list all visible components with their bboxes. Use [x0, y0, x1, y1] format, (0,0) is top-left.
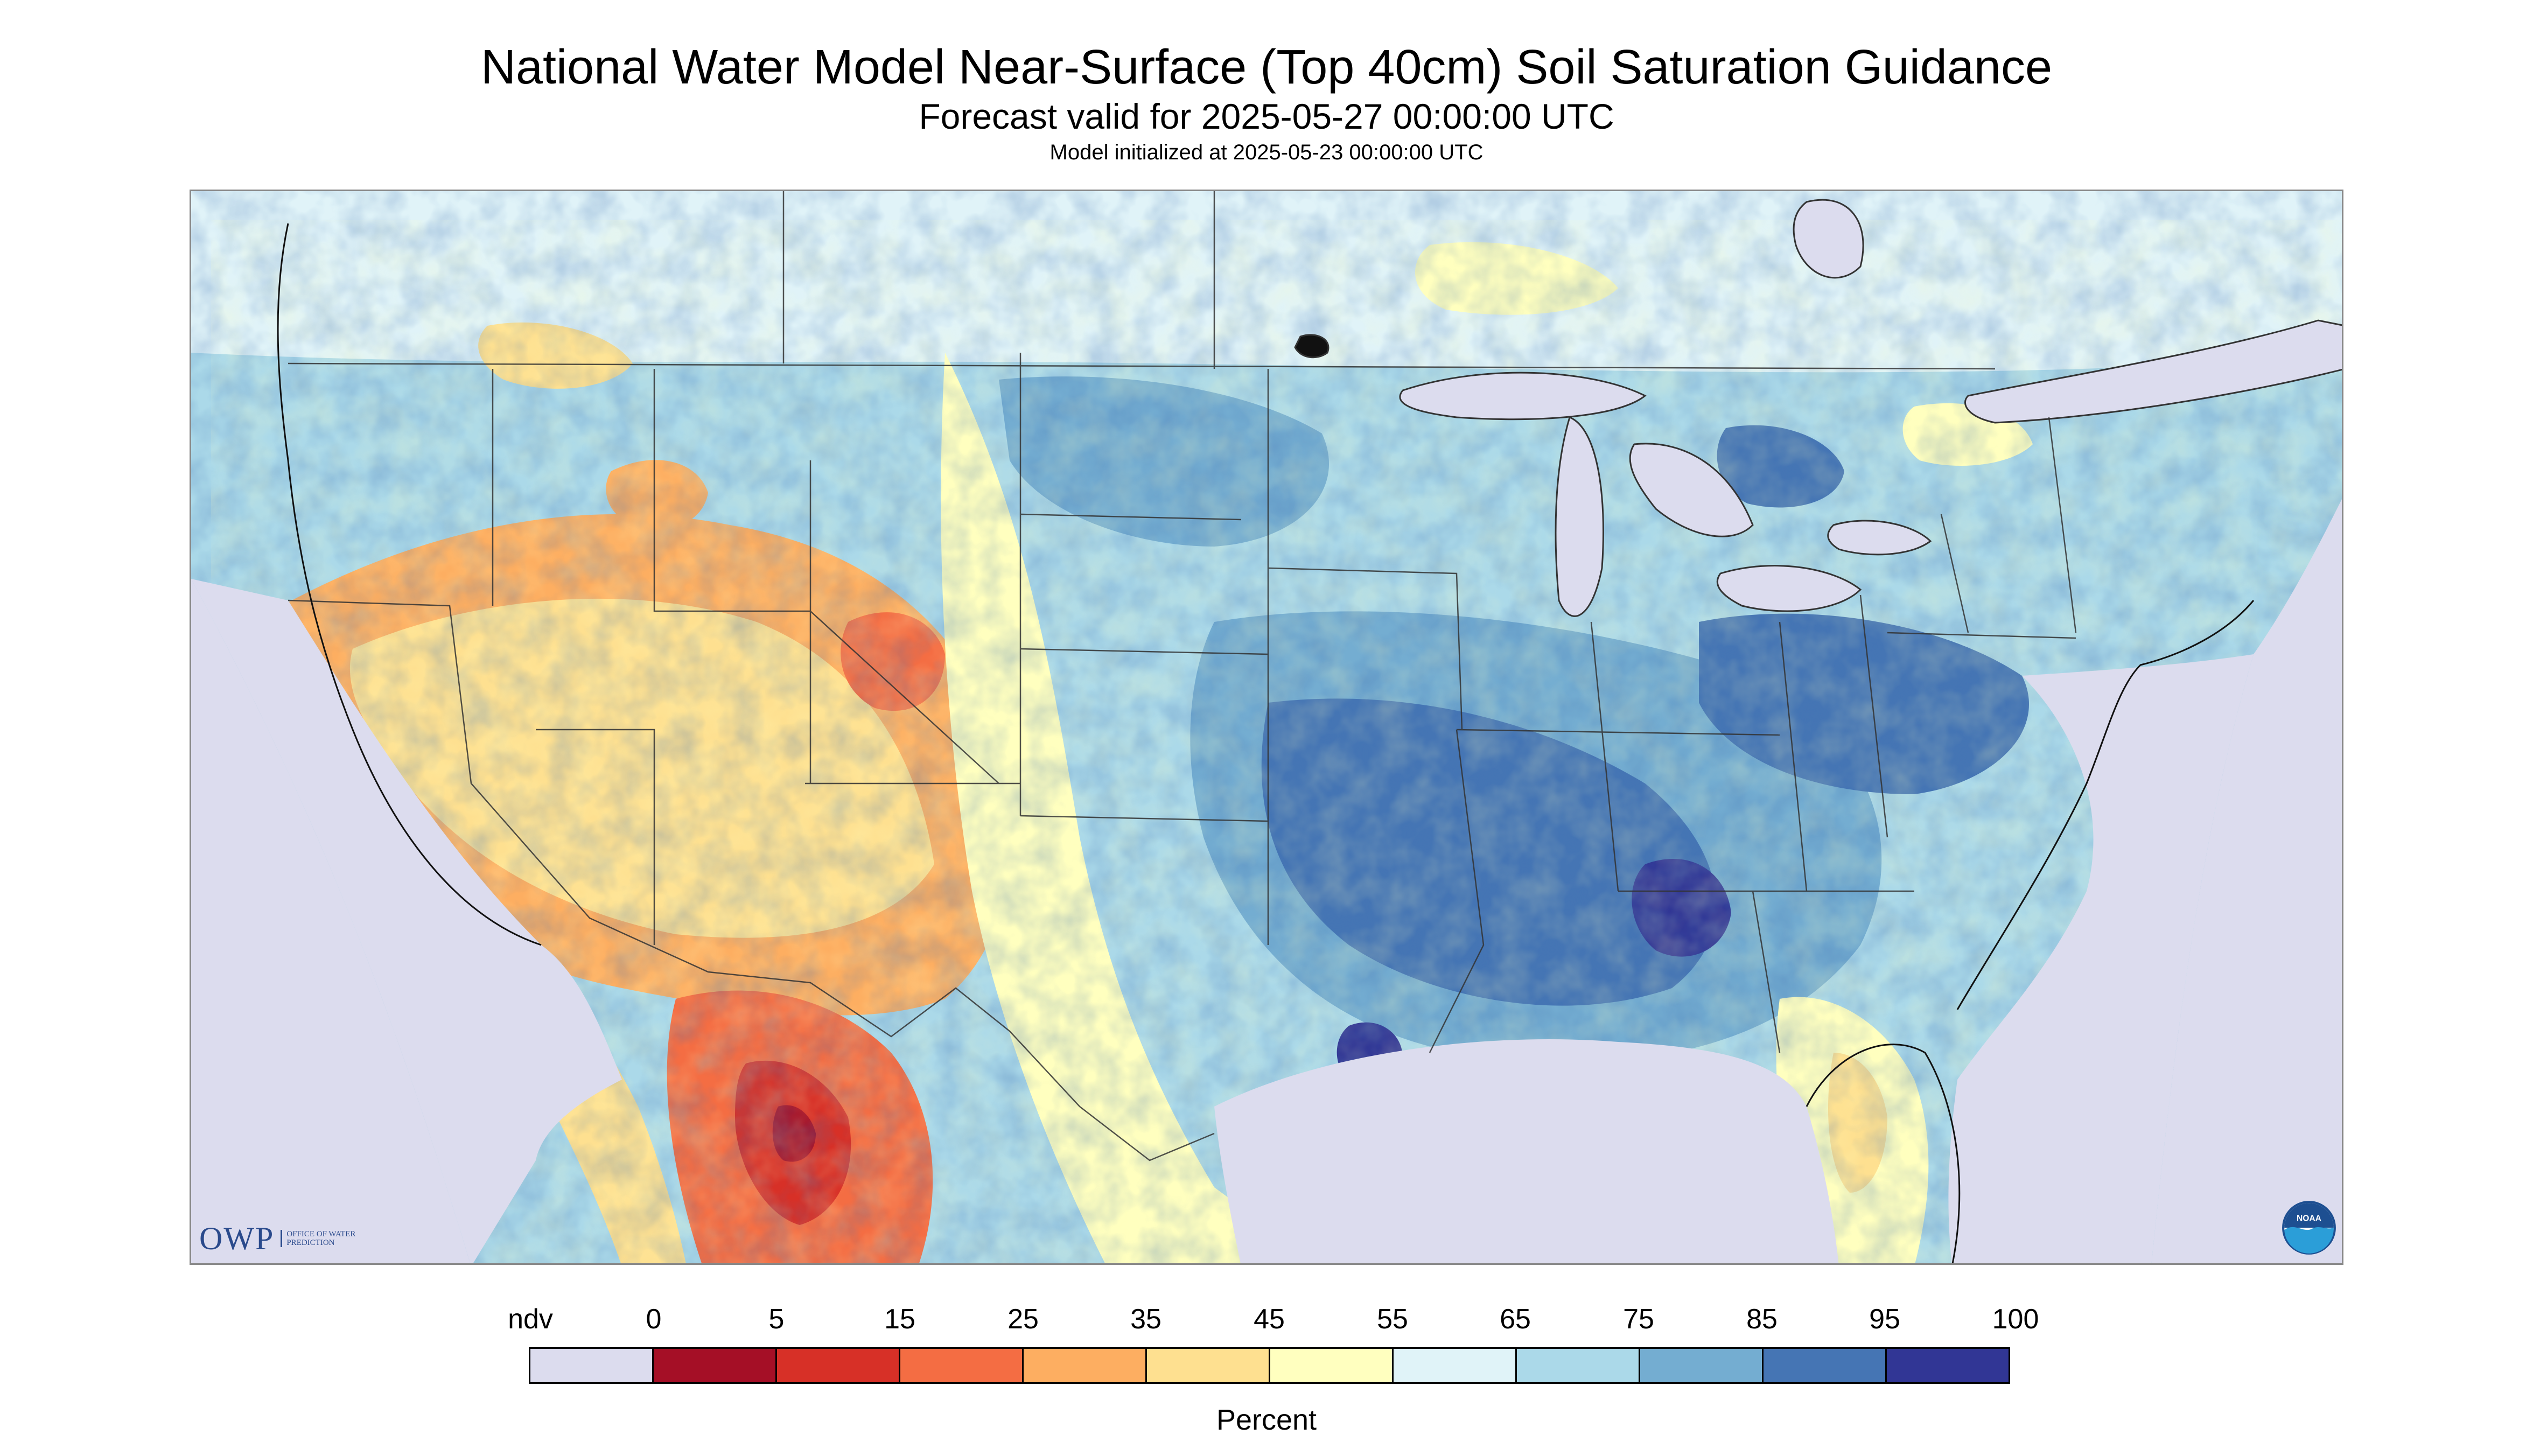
legend-tick: 85	[1746, 1304, 1778, 1335]
noaa-logo: NOAA	[2282, 1201, 2336, 1255]
legend-tick: 45	[1254, 1304, 1285, 1335]
legend-tick: 15	[884, 1304, 915, 1335]
soil-saturation-map	[191, 191, 2342, 1263]
legend-swatch-65-75	[1515, 1347, 1640, 1384]
noaa-logo-text: NOAA	[2297, 1214, 2321, 1223]
legend-swatch-25-35	[1022, 1347, 1147, 1384]
forecast-valid-line: Forecast valid for 2025-05-27 00:00:00 U…	[919, 96, 1614, 136]
legend-tick: 65	[1500, 1304, 1531, 1335]
legend-tick: 25	[1007, 1304, 1039, 1335]
legend-swatch-ndv	[529, 1347, 654, 1384]
legend-swatch-15-25	[899, 1347, 1024, 1384]
lake-of-the-woods	[1294, 334, 1330, 359]
hudson-bay	[1793, 199, 1864, 279]
legend-swatch-55-65	[1392, 1347, 1517, 1384]
legend-tick: 95	[1869, 1304, 1900, 1335]
legend-swatch-5-15	[775, 1347, 900, 1384]
lake-huron	[1629, 443, 1754, 537]
legend-tick: 75	[1623, 1304, 1654, 1335]
map-title: National Water Model Near-Surface (Top 4…	[480, 40, 2052, 94]
owp-logo: OWP OFFICE OF WATER PREDICTION	[199, 1217, 362, 1260]
legend-swatch-95-100	[1885, 1347, 2010, 1384]
legend-swatch-75-85	[1639, 1347, 1764, 1384]
legend-swatch-45-55	[1269, 1347, 1394, 1384]
lake-erie	[1716, 565, 1862, 612]
legend-swatch-35-45	[1145, 1347, 1270, 1384]
model-init-line: Model initialized at 2025-05-23 00:00:00…	[1049, 141, 1484, 164]
st-lawrence-gulf	[1964, 319, 2342, 424]
us-mexico-border	[288, 599, 1215, 1161]
legend-tick: 5	[768, 1304, 785, 1335]
legend-swatch-0-5	[652, 1347, 777, 1384]
legend-title: Percent	[1216, 1404, 1317, 1436]
legend-tick-ndv: ndv	[508, 1304, 553, 1335]
legend-swatch-85-95	[1762, 1347, 1887, 1384]
lake-ontario	[1827, 520, 1932, 556]
lake-superior	[1399, 372, 1647, 421]
us-canada-border	[288, 362, 1996, 370]
atlantic-ocean	[1948, 654, 2254, 1263]
gulf-of-mexico	[1214, 1039, 1839, 1263]
legend-tick: 0	[646, 1304, 662, 1335]
owp-logo-letters: OWP	[199, 1220, 275, 1256]
coastlines	[277, 223, 2255, 1263]
legend-tick: 35	[1130, 1304, 1161, 1335]
political-boundaries	[288, 191, 2077, 1161]
map-panel	[190, 190, 2343, 1265]
owp-logo-subtext: OFFICE OF WATER PREDICTION	[281, 1230, 362, 1247]
legend-tick: 100	[1992, 1304, 2039, 1335]
pacific-ocean	[191, 579, 622, 1263]
great-lakes	[1294, 199, 2342, 617]
lake-michigan	[1555, 416, 1604, 617]
legend-tick: 55	[1377, 1304, 1408, 1335]
